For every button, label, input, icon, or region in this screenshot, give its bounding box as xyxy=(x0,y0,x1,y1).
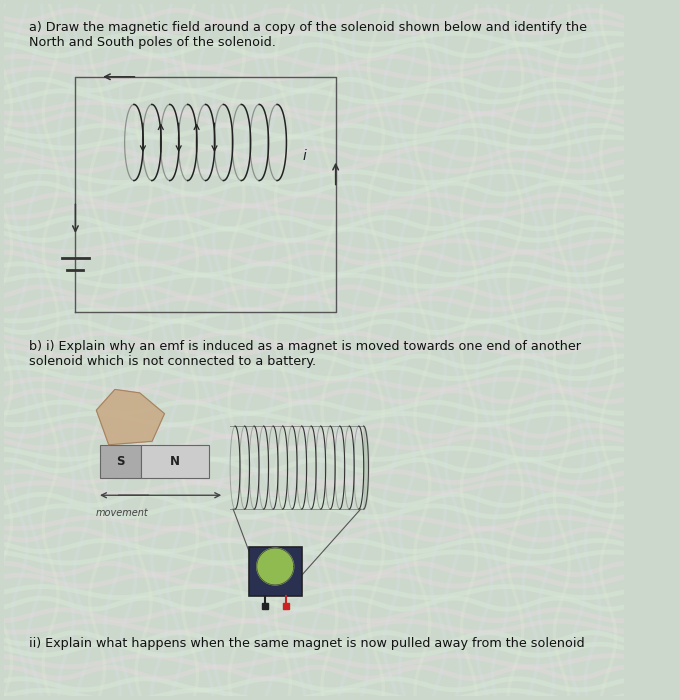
Polygon shape xyxy=(257,548,294,585)
Text: a) Draw the magnetic field around a copy of the solenoid shown below and identif: a) Draw the magnetic field around a copy… xyxy=(29,22,587,50)
Text: ii) Explain what happens when the same magnet is now pulled away from the soleno: ii) Explain what happens when the same m… xyxy=(29,637,585,650)
Text: $i$: $i$ xyxy=(302,148,308,163)
Text: b) i) Explain why an emf is induced as a magnet is moved towards one end of anot: b) i) Explain why an emf is induced as a… xyxy=(29,340,581,368)
Text: S: S xyxy=(116,455,125,468)
Text: N: N xyxy=(170,455,180,468)
Text: movement: movement xyxy=(95,508,148,518)
Bar xyxy=(100,444,141,478)
Bar xyxy=(249,547,301,596)
Bar xyxy=(141,444,209,478)
Polygon shape xyxy=(97,389,165,444)
